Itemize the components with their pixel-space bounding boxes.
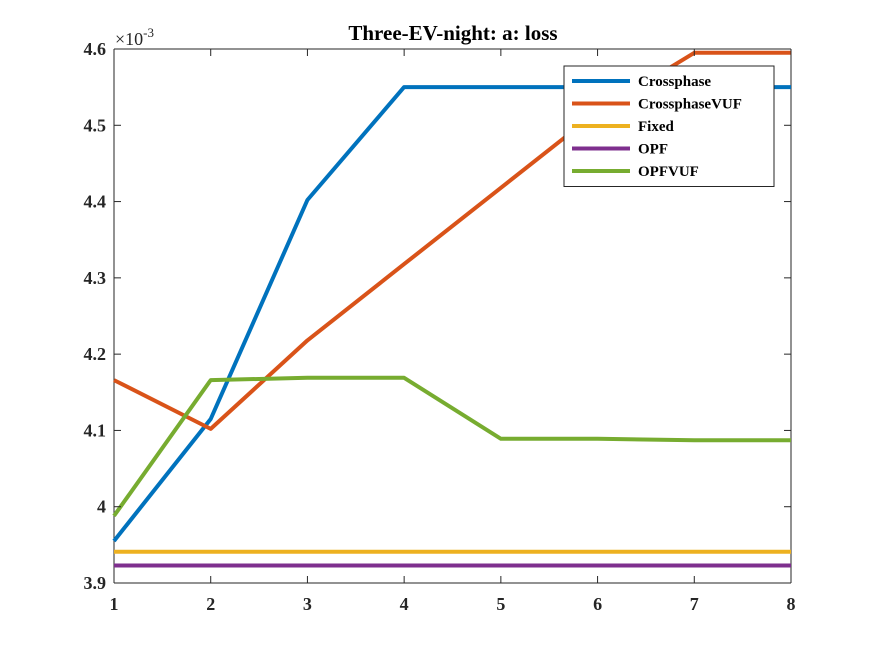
- y-tick-label: 4.1: [84, 420, 107, 440]
- y-exponent-base: ×10: [115, 29, 143, 49]
- y-tick-label: 4.2: [84, 344, 107, 364]
- x-axis-ticks: 1 2 3 4 5 6 7 8: [110, 49, 796, 614]
- x-tick-label: 7: [690, 594, 699, 614]
- plot-area: 1 2 3 4 5 6 7 8 3.9 4 4.1 4.2 4.3 4.4 4.5 4.6: [84, 39, 796, 614]
- legend-label: CrossphaseVUF: [638, 97, 742, 113]
- y-tick-label: 4.6: [84, 39, 107, 59]
- x-tick-label: 6: [593, 594, 602, 614]
- legend-label: Crossphase: [638, 74, 711, 90]
- legend-label: Fixed: [638, 119, 674, 135]
- y-tick-label: 4.4: [84, 192, 107, 212]
- x-tick-label: 3: [303, 594, 312, 614]
- y-exponent-power: -3: [143, 25, 154, 40]
- x-tick-label: 1: [110, 594, 119, 614]
- x-tick-label: 2: [206, 594, 215, 614]
- y-axis-ticks: 3.9 4 4.1 4.2 4.3 4.4 4.5 4.6: [84, 39, 791, 593]
- legend-label: OPFVUF: [638, 164, 699, 180]
- y-tick-label: 3.9: [84, 573, 107, 593]
- chart-title: Three-EV-night: a: loss: [348, 21, 557, 45]
- series-line-crossphasevuf: [113, 50, 791, 431]
- series-line-opfvuf: [112, 375, 791, 518]
- y-tick-label: 4: [97, 497, 106, 517]
- legend-label: OPF: [638, 142, 668, 158]
- axes-lines: [113, 48, 792, 584]
- y-exponent-label: ×10-3: [115, 25, 154, 49]
- y-tick-label: 4.3: [84, 268, 107, 288]
- x-tick-label: 5: [496, 594, 505, 614]
- x-tick-label: 8: [787, 594, 796, 614]
- y-tick-label: 4.5: [84, 115, 107, 135]
- x-tick-label: 4: [400, 594, 409, 614]
- legend: Crossphase CrossphaseVUF Fixed OPF OPFVUF: [563, 65, 775, 187]
